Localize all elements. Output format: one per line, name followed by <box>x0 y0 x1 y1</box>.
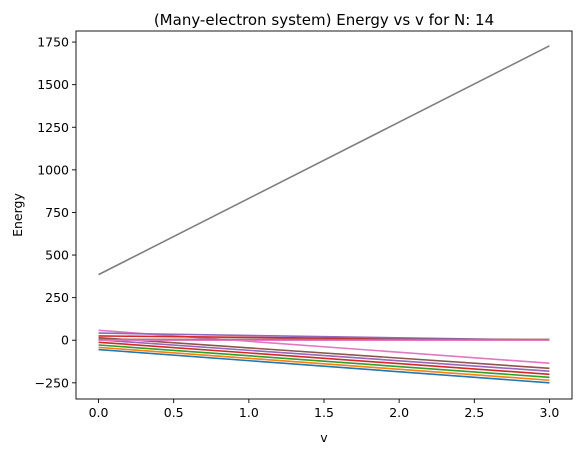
series-line-6 <box>98 336 550 370</box>
y-tick-label: 1750 <box>37 35 69 50</box>
x-tick-label: 1.0 <box>239 405 259 420</box>
y-ticks: −250 0 250 500 750 1000 1250 1500 1750 <box>35 35 76 390</box>
x-tick-label: 0.0 <box>89 405 109 420</box>
y-tick-label: 1250 <box>37 120 69 135</box>
y-tick-label: 1500 <box>37 77 69 92</box>
plot-area: 0.0 0.5 1.0 1.5 2.0 2.5 3.0 −250 0 250 500 750 1000… <box>35 30 573 420</box>
series-line-7 <box>98 329 550 365</box>
y-tick-label: 0 <box>61 333 69 348</box>
y-tick-label: 1000 <box>37 162 69 177</box>
series-layer <box>98 45 550 384</box>
chart-title: (Many-electron system) Energy vs v for N… <box>154 11 494 29</box>
series-line-4 <box>98 341 550 376</box>
y-tick-label: 750 <box>45 205 69 220</box>
y-tick-label: −250 <box>35 375 69 390</box>
series-line-3 <box>98 344 550 379</box>
x-tick-label: 3.0 <box>540 405 560 420</box>
x-tick-label: 2.0 <box>389 405 409 420</box>
x-axis-label: v <box>320 430 328 445</box>
y-tick-label: 500 <box>45 248 69 263</box>
y-axis-label: Energy <box>10 193 25 237</box>
series-line-5 <box>98 339 550 373</box>
plot-frame <box>75 30 573 400</box>
x-tick-label: 0.5 <box>164 405 184 420</box>
x-ticks: 0.0 0.5 1.0 1.5 2.0 2.5 3.0 <box>89 399 560 420</box>
series-line-2 <box>98 346 550 382</box>
x-tick-label: 2.5 <box>464 405 484 420</box>
y-tick-label: 250 <box>45 290 69 305</box>
series-line-12 <box>98 45 550 276</box>
series-line-1 <box>98 348 550 384</box>
x-tick-label: 1.5 <box>314 405 334 420</box>
